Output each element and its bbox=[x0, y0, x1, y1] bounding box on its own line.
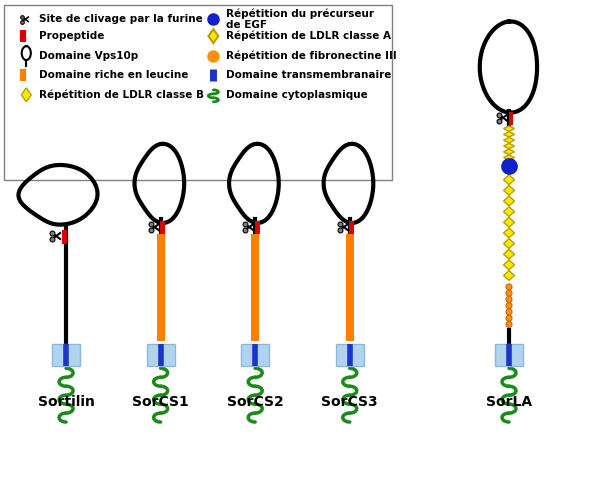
Text: Sortilin: Sortilin bbox=[38, 395, 95, 409]
Polygon shape bbox=[504, 271, 514, 280]
Circle shape bbox=[506, 315, 512, 321]
Text: SorCS3: SorCS3 bbox=[321, 395, 378, 409]
Polygon shape bbox=[504, 137, 514, 143]
Circle shape bbox=[506, 290, 512, 296]
Bar bbox=[252, 234, 259, 341]
Text: Site de clivage par la furine: Site de clivage par la furine bbox=[39, 14, 203, 24]
Bar bbox=[61, 230, 67, 244]
Bar bbox=[254, 221, 260, 234]
Bar bbox=[495, 344, 523, 367]
Bar bbox=[346, 234, 354, 341]
Text: Propeptide: Propeptide bbox=[39, 31, 104, 41]
Polygon shape bbox=[504, 126, 514, 131]
Polygon shape bbox=[504, 175, 514, 185]
Polygon shape bbox=[504, 217, 514, 227]
Polygon shape bbox=[209, 29, 218, 43]
Bar bbox=[160, 221, 165, 234]
Polygon shape bbox=[504, 143, 514, 149]
Bar bbox=[147, 344, 175, 367]
Polygon shape bbox=[504, 132, 514, 137]
Polygon shape bbox=[504, 196, 514, 206]
Text: Domaine cytoplasmique: Domaine cytoplasmique bbox=[226, 90, 368, 100]
FancyBboxPatch shape bbox=[4, 5, 392, 181]
Polygon shape bbox=[504, 239, 514, 248]
Polygon shape bbox=[504, 186, 514, 195]
Circle shape bbox=[506, 297, 512, 303]
Polygon shape bbox=[504, 155, 514, 160]
Bar bbox=[157, 234, 164, 341]
Text: Répétition de LDLR classe B: Répétition de LDLR classe B bbox=[39, 90, 204, 100]
Text: Domaine riche en leucine: Domaine riche en leucine bbox=[39, 70, 188, 80]
Polygon shape bbox=[504, 228, 514, 238]
Polygon shape bbox=[504, 207, 514, 217]
Circle shape bbox=[506, 321, 512, 327]
Text: SorCS1: SorCS1 bbox=[132, 395, 189, 409]
Circle shape bbox=[506, 284, 512, 290]
Bar bbox=[241, 344, 269, 367]
Text: Domaine transmembranaire: Domaine transmembranaire bbox=[226, 70, 392, 80]
Bar bbox=[508, 112, 514, 124]
Bar bbox=[52, 344, 80, 367]
Circle shape bbox=[506, 303, 512, 309]
Text: Répétition du précurseur
de EGF: Répétition du précurseur de EGF bbox=[226, 8, 374, 30]
Bar bbox=[336, 344, 364, 367]
Text: SorLA: SorLA bbox=[486, 395, 532, 409]
Text: SorCS2: SorCS2 bbox=[227, 395, 284, 409]
Polygon shape bbox=[504, 260, 514, 270]
Text: Domaine Vps10p: Domaine Vps10p bbox=[39, 51, 138, 61]
Polygon shape bbox=[504, 249, 514, 259]
Bar bbox=[349, 221, 354, 234]
Text: Répétition de fibronectine III: Répétition de fibronectine III bbox=[226, 51, 397, 62]
Polygon shape bbox=[504, 149, 514, 154]
Circle shape bbox=[506, 309, 512, 315]
Text: Répétition de LDLR classe A: Répétition de LDLR classe A bbox=[226, 31, 392, 42]
Polygon shape bbox=[21, 88, 31, 102]
